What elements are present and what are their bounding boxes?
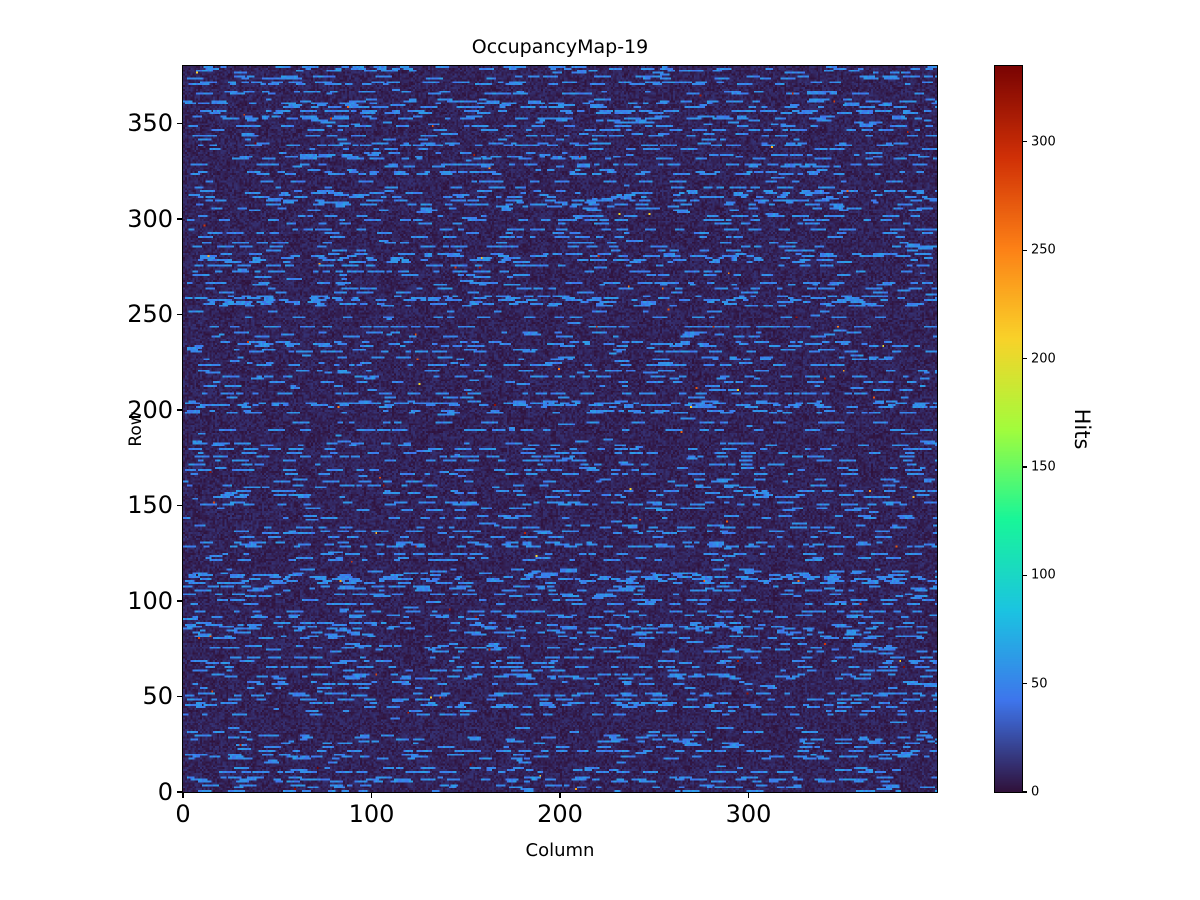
y-tick-mark [177, 218, 183, 220]
y-tick-mark [177, 122, 183, 125]
y-tick-label: 200 [127, 395, 173, 424]
colorbar-tick-mark [1022, 141, 1027, 143]
colorbar-tick-label: 100 [1031, 567, 1056, 583]
x-tick-label: 0 [175, 800, 191, 828]
y-tick-mark [177, 695, 183, 698]
colorbar-tick-mark [1022, 249, 1027, 251]
y-tick-mark [177, 600, 183, 602]
x-tick-mark [370, 792, 373, 798]
colorbar-tick-mark [1022, 683, 1027, 685]
y-tick-label: 50 [142, 682, 173, 711]
y-tick-label: 350 [127, 109, 173, 138]
colorbar-tick-mark [1022, 791, 1027, 793]
y-tick-mark [177, 409, 183, 411]
x-tick-label: 200 [537, 800, 583, 828]
y-tick-label: 150 [127, 491, 173, 520]
colorbar-tick-label: 50 [1031, 676, 1048, 692]
y-tick-mark [177, 313, 183, 316]
colorbar-tick-mark [1022, 574, 1027, 576]
x-tick-mark [747, 792, 750, 798]
y-tick-label: 100 [127, 586, 173, 615]
heatmap-canvas [182, 65, 938, 793]
x-tick-label: 100 [348, 800, 395, 828]
x-axis-label: Column [525, 840, 595, 861]
y-tick-label: 300 [127, 204, 173, 233]
colorbar-tick-label: 0 [1031, 784, 1040, 800]
chart-title: OccupancyMap-19 [471, 36, 649, 58]
colorbar-tick-mark [1022, 466, 1027, 468]
colorbar-tick-mark [1022, 357, 1027, 360]
y-tick-mark [177, 504, 183, 507]
x-tick-mark [559, 792, 561, 798]
colorbar-tick-label: 250 [1031, 242, 1056, 258]
y-tick-mark [177, 791, 183, 793]
colorbar-tick-label: 200 [1031, 351, 1056, 367]
colorbar-canvas [994, 65, 1023, 793]
colorbar-tick-label: 150 [1031, 459, 1056, 475]
colorbar-tick-label: 300 [1031, 134, 1056, 150]
y-tick-label: 250 [127, 300, 173, 329]
x-tick-label: 300 [725, 800, 772, 828]
x-tick-mark [182, 792, 184, 798]
y-tick-label: 0 [157, 778, 173, 806]
colorbar-label: Hits [1070, 408, 1094, 450]
